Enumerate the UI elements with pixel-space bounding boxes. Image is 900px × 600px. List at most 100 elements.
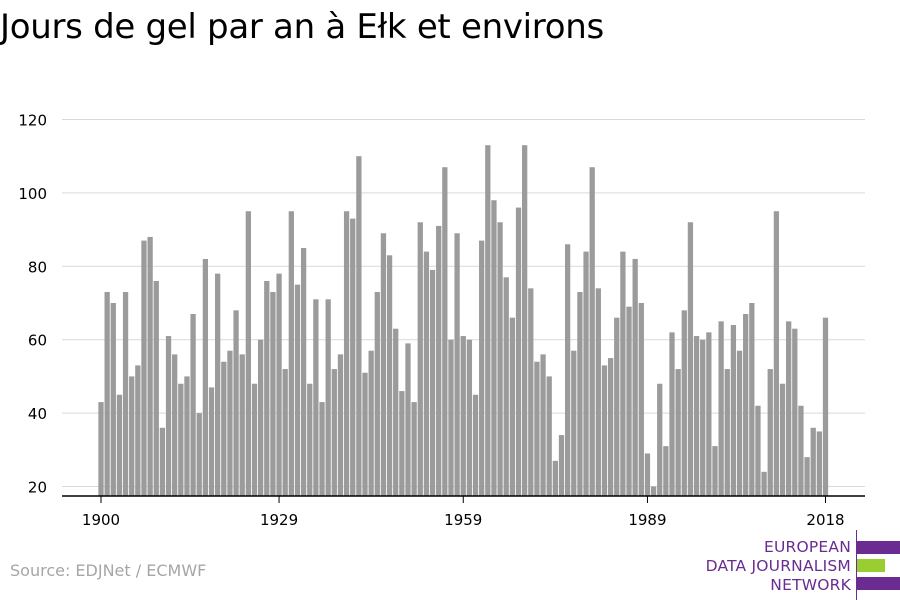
bar-1973 — [546, 376, 552, 496]
bar-2016 — [810, 427, 816, 496]
bar-1991 — [657, 383, 663, 496]
bar-1918 — [208, 387, 215, 496]
y-tick-label: 80 — [28, 258, 47, 276]
x-tick-label: 1989 — [628, 511, 666, 529]
bar-2003 — [730, 325, 737, 496]
bar-1925 — [251, 383, 258, 496]
bar-1979 — [583, 251, 589, 496]
bar-1917 — [202, 258, 209, 496]
bar-1906 — [135, 365, 141, 496]
bar-1948 — [393, 328, 399, 496]
bar-1976 — [564, 244, 571, 496]
bar-1941 — [350, 218, 356, 496]
bar-1954 — [429, 269, 436, 496]
logo-line-2: DATA JOURNALISM — [705, 557, 851, 575]
bars — [98, 145, 829, 497]
bar-2018 — [822, 317, 829, 496]
bar-1992 — [663, 446, 669, 496]
bar-1952 — [417, 222, 423, 496]
bar-1922 — [233, 310, 239, 496]
bar-1924 — [245, 211, 251, 496]
bar-1935 — [313, 299, 319, 496]
bar-1966 — [503, 277, 509, 496]
bar-2011 — [779, 383, 786, 496]
bar-1942 — [356, 156, 362, 496]
bar-1938 — [331, 369, 337, 496]
bar-1912 — [172, 354, 178, 496]
bar-1960 — [466, 339, 473, 496]
bar-2001 — [718, 321, 724, 496]
bar-1975 — [558, 435, 565, 496]
bar-1913 — [178, 383, 184, 496]
bar-1968 — [515, 207, 522, 496]
bar-1971 — [534, 361, 540, 496]
bar-1950 — [405, 343, 411, 496]
bar-1996 — [687, 222, 694, 496]
bar-1959 — [460, 336, 466, 496]
bar-2008 — [761, 471, 767, 496]
y-tick-label: 40 — [28, 405, 47, 423]
bar-1982 — [601, 365, 608, 496]
bar-1964 — [491, 200, 497, 497]
bar-1903 — [116, 394, 123, 496]
bar-1965 — [497, 222, 503, 496]
bar-1909 — [153, 280, 159, 496]
bar-1987 — [632, 258, 638, 496]
bar-1998 — [700, 339, 706, 496]
bar-1984 — [614, 317, 620, 496]
bar-1902 — [110, 303, 116, 496]
bar-2012 — [786, 321, 792, 496]
y-axis-ticks: 20 40 60 80 100 120 — [18, 112, 47, 497]
bar-1919 — [215, 273, 221, 496]
bar-1958 — [454, 233, 460, 496]
bar-1921 — [227, 350, 233, 496]
bar-1977 — [571, 350, 577, 496]
bar-1929 — [276, 273, 282, 496]
bar-1967 — [509, 317, 516, 496]
bar-1905 — [129, 376, 135, 496]
bar-2010 — [773, 211, 780, 496]
x-tick-label: 1959 — [444, 511, 482, 529]
y-tick-label: 120 — [18, 112, 47, 130]
bar-1963 — [485, 145, 491, 496]
bar-2007 — [755, 405, 761, 496]
bar-1926 — [257, 339, 264, 496]
bar-1923 — [239, 354, 245, 496]
bar-1901 — [104, 291, 110, 496]
y-tick-label: 60 — [28, 332, 47, 350]
bar-1931 — [288, 211, 294, 496]
logo-bar-purple-top — [857, 541, 900, 554]
logo-bar-purple-bottom — [857, 577, 900, 590]
x-axis: 1900 1929 1959 1989 2018 — [62, 495, 865, 529]
bar-1907 — [141, 240, 147, 496]
bar-1983 — [607, 358, 614, 496]
bar-1955 — [436, 225, 442, 496]
bar-chart: 20 40 60 80 100 120 1900 1929 1959 1989 2018 — [18, 112, 865, 529]
bar-1978 — [577, 291, 583, 496]
x-tick-label: 1900 — [82, 511, 120, 529]
bar-1927 — [264, 280, 270, 496]
bar-2009 — [767, 369, 773, 496]
bar-1930 — [282, 369, 288, 496]
bar-1928 — [270, 291, 276, 496]
bar-1939 — [337, 354, 344, 496]
logo-line-1: EUROPEAN — [763, 538, 851, 556]
bar-1944 — [368, 350, 374, 496]
y-tick-label: 100 — [18, 185, 47, 203]
bar-1990 — [650, 486, 657, 496]
bar-1961 — [472, 394, 479, 496]
bar-1953 — [423, 251, 430, 496]
logo-separator — [856, 530, 857, 600]
bar-1994 — [675, 369, 681, 496]
bar-1916 — [196, 413, 202, 496]
bar-2004 — [736, 350, 743, 496]
bar-1914 — [184, 376, 190, 496]
source-note: Source: EDJNet / ECMWF — [10, 561, 207, 580]
bar-1974 — [552, 460, 558, 496]
bar-1988 — [638, 303, 644, 496]
bar-1969 — [522, 145, 528, 496]
bar-1943 — [362, 372, 368, 496]
bar-2002 — [724, 369, 730, 496]
x-tick-label: 1929 — [260, 511, 298, 529]
bar-2015 — [804, 457, 810, 496]
